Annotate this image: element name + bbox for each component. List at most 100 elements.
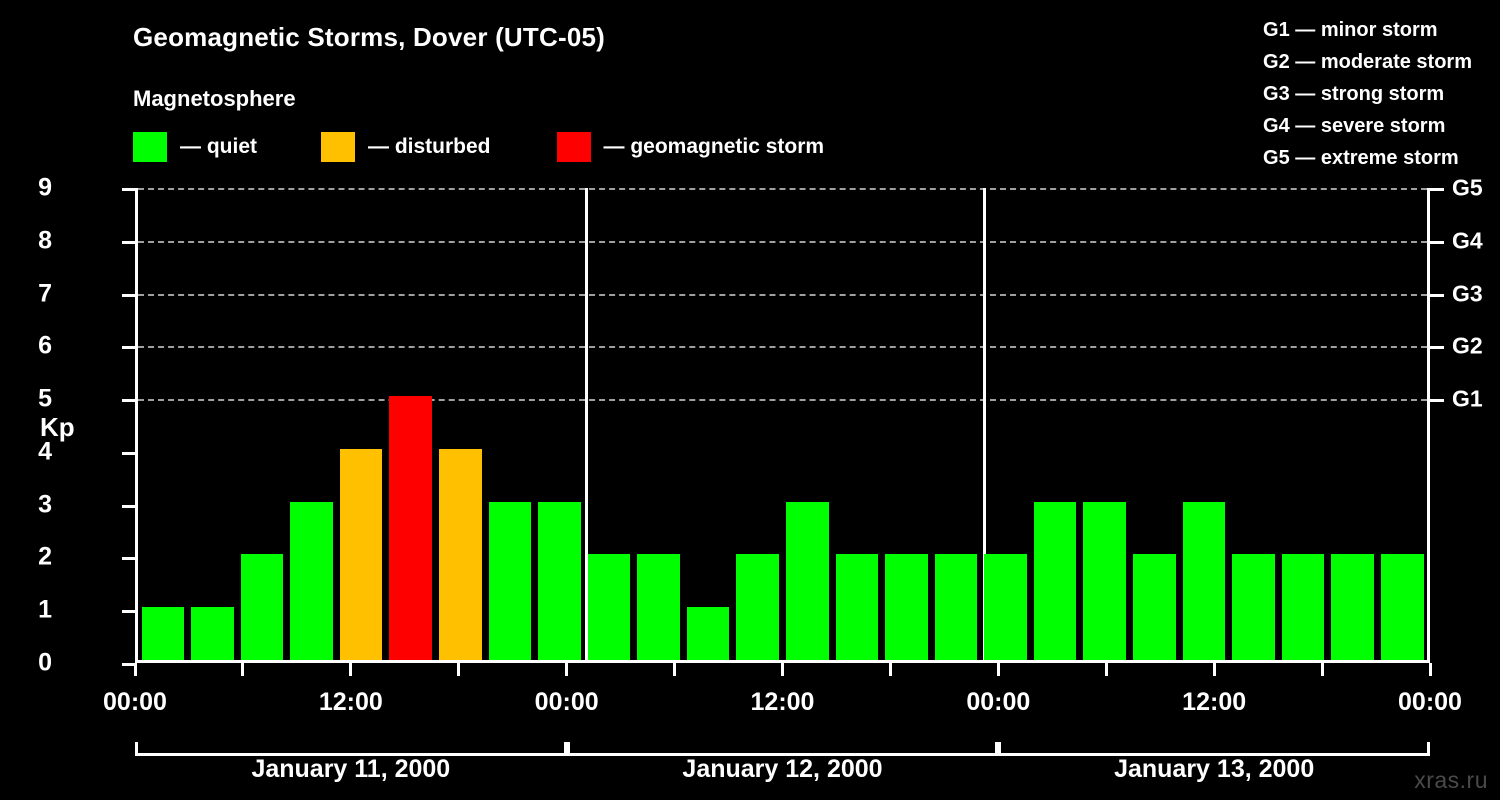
bar-cell[interactable] <box>336 188 386 660</box>
bar[interactable] <box>290 501 333 660</box>
bar-cell[interactable] <box>783 188 833 660</box>
bar[interactable] <box>1182 501 1226 660</box>
y-axis-label: 8 <box>38 226 52 255</box>
g-axis-tick <box>1430 240 1444 244</box>
day-separator <box>584 188 588 660</box>
color-legend: — quiet — disturbed — geomagnetic storm <box>133 132 824 162</box>
y-axis-title: Kp <box>40 412 75 442</box>
bar[interactable] <box>1133 554 1176 660</box>
x-axis-tick <box>1320 663 1324 676</box>
bar-cell[interactable] <box>981 188 1031 660</box>
x-axis-label: 12:00 <box>1182 688 1247 716</box>
g-axis-label: G5 <box>1452 174 1483 201</box>
bar[interactable] <box>934 554 978 660</box>
x-axis-label: 00:00 <box>1398 688 1462 716</box>
bar[interactable] <box>191 607 234 660</box>
y-axis-label: 3 <box>38 490 52 519</box>
g-axis-tick <box>1430 293 1444 297</box>
y-axis-label: 5 <box>38 384 52 413</box>
bar-cell[interactable] <box>733 188 783 660</box>
g-axis-tick <box>1430 399 1444 403</box>
x-axis-tick <box>133 663 137 676</box>
y-axis-tick <box>122 557 135 561</box>
g-scale-row-g5: G5 — extreme storm <box>1263 147 1459 169</box>
bar-cell[interactable] <box>1130 188 1180 660</box>
bar[interactable] <box>141 607 185 660</box>
y-axis-tick <box>122 610 135 614</box>
bar-cell[interactable] <box>832 188 882 660</box>
bar[interactable] <box>984 554 1027 660</box>
y-axis-label: 6 <box>38 331 52 360</box>
legend-label-quiet: — quiet <box>180 135 257 158</box>
bar[interactable] <box>389 396 432 660</box>
gridline <box>138 188 1427 190</box>
bar-cell[interactable] <box>634 188 684 660</box>
g-scale-legend: G1 — minor storm G2 — moderate storm G3 … <box>1263 14 1472 174</box>
bar-cell[interactable] <box>485 188 535 660</box>
bar[interactable] <box>1380 554 1424 660</box>
bar[interactable] <box>637 554 680 660</box>
bar-cell[interactable] <box>1328 188 1378 660</box>
bar[interactable] <box>885 554 928 660</box>
gridline <box>138 293 1427 296</box>
x-axis-label: 12:00 <box>318 688 383 716</box>
bar-cell[interactable] <box>882 188 932 660</box>
bar-cell[interactable] <box>1080 188 1130 660</box>
bar[interactable] <box>438 448 482 660</box>
g-scale-row-g3: G3 — strong storm <box>1263 83 1445 105</box>
bar-cell[interactable] <box>1278 188 1328 660</box>
bar-cell[interactable] <box>138 188 188 660</box>
y-axis-tick <box>122 293 135 297</box>
bar-cell[interactable] <box>1179 188 1229 660</box>
y-axis-label: 2 <box>38 542 52 571</box>
bar[interactable] <box>1331 554 1374 660</box>
bar[interactable] <box>339 448 383 660</box>
y-axis-tick <box>122 504 135 508</box>
y-axis-tick <box>122 240 135 244</box>
day-bracket <box>566 742 999 756</box>
bar[interactable] <box>786 501 829 660</box>
g-axis-tick <box>1430 188 1444 191</box>
g-scale-row-g2: G2 — moderate storm <box>1263 51 1472 73</box>
day-separator <box>983 188 987 660</box>
bar[interactable] <box>1083 501 1127 660</box>
x-axis-label: 00:00 <box>966 688 1031 716</box>
bar[interactable] <box>835 554 879 660</box>
bar-cell[interactable] <box>931 188 981 660</box>
bar-cell[interactable] <box>237 188 287 660</box>
bar[interactable] <box>1033 501 1077 660</box>
bar[interactable] <box>587 554 631 660</box>
bar[interactable] <box>488 501 532 660</box>
bar-cell[interactable] <box>287 188 337 660</box>
page-title: Geomagnetic Storms, Dover (UTC-05) <box>133 22 606 52</box>
bar[interactable] <box>538 501 581 660</box>
bar[interactable] <box>1232 554 1275 660</box>
y-axis-tick <box>122 663 135 666</box>
legend-item-disturbed: — disturbed <box>321 132 491 162</box>
watermark: xras.ru <box>1414 767 1488 793</box>
bar-cell[interactable] <box>1229 188 1279 660</box>
bar-cell[interactable] <box>1030 188 1080 660</box>
bar-cell[interactable] <box>188 188 238 660</box>
g-axis-tick <box>1430 346 1444 350</box>
g-axis-label: G1 <box>1452 385 1483 412</box>
bar[interactable] <box>686 607 730 660</box>
bar[interactable] <box>1281 554 1325 660</box>
bar-cell[interactable] <box>535 188 585 660</box>
bar-cell[interactable] <box>1377 188 1427 660</box>
x-axis-tick <box>1104 663 1108 676</box>
bar-cell[interactable] <box>386 188 436 660</box>
x-axis-tick <box>349 663 353 676</box>
g-axis-label: G4 <box>1452 227 1483 254</box>
bar[interactable] <box>240 554 284 660</box>
bar-cell[interactable] <box>584 188 634 660</box>
x-axis-tick <box>673 663 677 676</box>
bar[interactable] <box>736 554 780 660</box>
x-axis-label: 12:00 <box>750 688 815 716</box>
bar-cell[interactable] <box>683 188 733 660</box>
g-axis-label: G3 <box>1452 280 1483 307</box>
bar-cell[interactable] <box>435 188 485 660</box>
day-bracket <box>135 742 567 756</box>
plot-area <box>135 188 1430 663</box>
